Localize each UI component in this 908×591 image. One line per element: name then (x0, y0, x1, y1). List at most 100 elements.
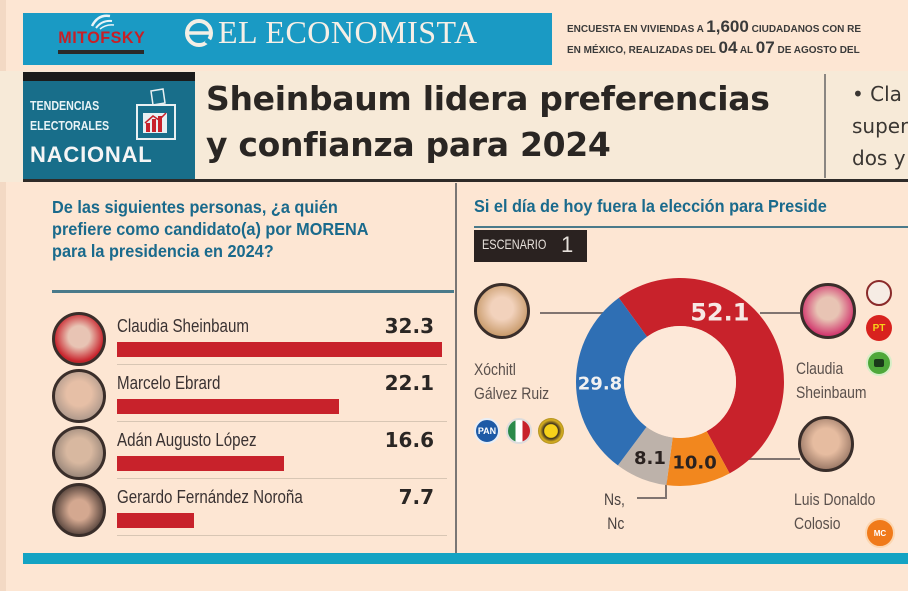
bar-category-label: Adán Augusto López (117, 430, 257, 450)
pvem-logo-icon (866, 350, 892, 376)
bar-chart-title-line-3: para la presidencia en 2024? (52, 241, 274, 261)
mitofsky-swirl-icon (90, 14, 115, 30)
badge-line-2: ELECTORALES (30, 118, 110, 133)
bar (117, 456, 285, 471)
survey-note-line-1: ENCUESTA EN VIVIENDAS A 1,600 CIUDADANOS… (567, 17, 861, 37)
leader-line-colosio (745, 458, 800, 460)
row-rule (117, 478, 447, 479)
bar-category-label: Claudia Sheinbaum (117, 316, 249, 336)
headline: Sheinbaum lidera preferencias y confianz… (206, 76, 770, 168)
headline-line-1: Sheinbaum lidera preferencias (206, 79, 770, 118)
side-text-line-3: dos y (852, 146, 906, 170)
badge-line-3: NACIONAL (30, 142, 153, 167)
xochitl-name: Xóchitl Gálvez Ruiz (474, 358, 549, 406)
mitofsky-tagline (58, 50, 144, 54)
section-badge-label: TENDENCIAS ELECTORALES (30, 96, 109, 136)
nsnc-line-2: Nc (607, 514, 625, 533)
colosio-name-line-2: Colosio (794, 514, 841, 533)
badge-line-1: TENDENCIAS (30, 98, 100, 113)
colosio-name: Luis Donaldo Colosio (794, 488, 875, 536)
survey-note-text: DE AGOSTO DEL (774, 45, 860, 56)
xochitl-photo (474, 283, 530, 339)
bar-chart-title: De las siguientes personas, ¿a quién pre… (52, 196, 419, 262)
donut-value-label: 10.0 (672, 453, 716, 474)
xochitl-name-line-1: Xóchitl (474, 360, 516, 379)
bar-category-label: Gerardo Fernández Noroña (117, 487, 303, 507)
survey-note-text: EN MÉXICO, REALIZADAS DEL (567, 45, 719, 56)
ballot-box-icon (136, 88, 176, 140)
panel-divider (455, 183, 457, 553)
survey-sample-size: 1,600 (706, 17, 749, 36)
survey-note-text: ENCUESTA EN VIVIENDAS A (567, 24, 707, 35)
survey-note-text: AL (737, 45, 756, 56)
survey-end-day: 07 (755, 38, 775, 57)
leader-line-xochitl (540, 312, 610, 314)
mc-logo-icon: MC (865, 518, 895, 548)
donut-chart-title-rule (474, 226, 908, 228)
bar-chart-title-rule (52, 290, 454, 293)
bar (117, 513, 195, 528)
survey-note-line-2: EN MÉXICO, REALIZADAS DEL 04 AL 07 DE AG… (567, 38, 860, 58)
newspaper-title: EL ECONOMISTA (218, 14, 478, 50)
donut-slice (666, 431, 730, 486)
bar-category-label: Marcelo Ebrard (117, 373, 221, 393)
donut-value-label: 8.1 (634, 448, 666, 469)
prd-logo-icon (538, 418, 564, 444)
bar-chart-title-line-1: De las siguientes personas, ¿a quién (52, 197, 338, 217)
side-text-line-2: super (852, 114, 908, 138)
el-economista-logo-icon (185, 19, 214, 47)
donut-hole (624, 326, 736, 438)
candidate-photo (52, 369, 106, 423)
bar-row: Marcelo Ebrard 22.1 (52, 369, 448, 427)
nsnc-label: Ns, Nc (604, 488, 625, 536)
bar-value-label: 32.3 (384, 314, 434, 338)
bar-value-label: 7.7 (398, 485, 434, 509)
scenario-badge (474, 230, 587, 262)
mitofsky-logo: MITOFSKY (58, 28, 146, 47)
side-text: • Cla super dos y (852, 78, 908, 174)
title-divider (824, 74, 826, 178)
headline-line-2: y confianza para 2024 (206, 125, 611, 164)
bar-row: Adán Augusto López 16.6 (52, 426, 448, 484)
bar-chart-title-line-2: prefiere como candidato(a) por MORENA (52, 219, 369, 239)
claudia-name-line-2: Sheinbaum (796, 383, 867, 402)
claudia-name-line-1: Claudia (796, 359, 844, 378)
bar (117, 342, 442, 357)
row-rule (117, 535, 447, 536)
donut-value-label: 29.8 (578, 374, 622, 395)
pt-logo-icon: PT (866, 315, 892, 341)
row-rule (117, 421, 447, 422)
donut-slice (617, 426, 673, 486)
survey-start-day: 04 (718, 38, 738, 57)
bottom-band (23, 553, 908, 564)
claudia-name: Claudia Sheinbaum (796, 357, 867, 405)
claudia-photo (800, 283, 856, 339)
pan-logo-icon: PAN (474, 418, 500, 444)
scenario-label: ESCENARIO (482, 236, 547, 252)
candidate-photo (52, 426, 106, 480)
candidate-photo (52, 483, 106, 537)
leader-line-nsnc (665, 478, 667, 498)
nsnc-line-1: Ns, (604, 490, 625, 509)
donut-value-label: 52.1 (690, 299, 749, 327)
morena-logo-icon (866, 280, 892, 306)
side-text-line-1: • Cla (852, 82, 902, 106)
bar-value-label: 16.6 (384, 428, 434, 452)
badge-top-bar (23, 72, 195, 81)
donut-chart: 52.1 10.0 8.1 29.8 (576, 278, 785, 486)
bar (117, 399, 340, 414)
bar-value-label: 22.1 (384, 371, 434, 395)
row-rule (117, 364, 447, 365)
bar-row: Gerardo Fernández Noroña 7.7 (52, 483, 448, 541)
candidate-photo (52, 312, 106, 366)
xochitl-name-line-2: Gálvez Ruiz (474, 384, 550, 403)
donut-slice (618, 278, 785, 474)
colosio-photo (798, 416, 854, 472)
colosio-name-line-1: Luis Donaldo (794, 490, 876, 509)
donut-slice (576, 297, 648, 466)
leader-line-claudia (760, 312, 800, 314)
pvem-toucan-icon (874, 359, 884, 367)
title-bottom-rule (23, 179, 908, 182)
bar-row: Claudia Sheinbaum 32.3 (52, 312, 448, 370)
page-edge (0, 0, 6, 591)
